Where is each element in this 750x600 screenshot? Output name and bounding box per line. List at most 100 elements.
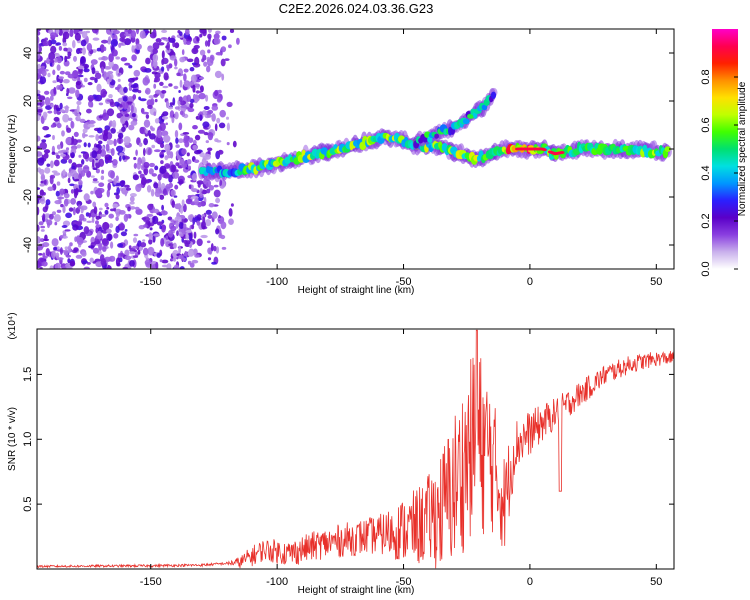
noise-blob [156, 252, 161, 258]
noise-blob [210, 243, 214, 252]
noise-blob [53, 116, 60, 122]
noise-blob [132, 88, 140, 93]
noise-blob [207, 29, 212, 33]
noise-blob [102, 221, 110, 231]
noise-blob [213, 245, 217, 252]
noise-blob [58, 29, 63, 36]
noise-blob [110, 39, 118, 47]
noise-blob [56, 154, 61, 159]
noise-blob [129, 247, 136, 253]
signal-peak [560, 151, 565, 154]
noise-blob [213, 184, 219, 188]
noise-blob [124, 29, 128, 33]
noise-blob [67, 245, 72, 254]
noise-blob [80, 39, 87, 47]
noise-blob [192, 217, 196, 226]
noise-blob [153, 149, 161, 153]
noise-blob [178, 122, 183, 131]
noise-blob [106, 108, 115, 117]
noise-blob [75, 89, 80, 98]
noise-blob [139, 30, 146, 39]
noise-blob [61, 225, 68, 228]
noise-blob [56, 74, 60, 83]
noise-blob [214, 89, 219, 97]
noise-blob [56, 196, 65, 200]
noise-blob [55, 190, 60, 197]
noise-blob [196, 37, 200, 42]
noise-blob [145, 114, 150, 119]
noise-blob [131, 113, 136, 118]
noise-blob [37, 206, 40, 216]
noise-blob [192, 84, 196, 93]
noise-blob [115, 257, 121, 267]
noise-blob [55, 252, 60, 259]
noise-blob [80, 205, 88, 211]
noise-blob [48, 213, 54, 220]
noise-blob [129, 251, 136, 255]
noise-blob [70, 189, 75, 194]
noise-blob [92, 180, 100, 184]
signal-core [462, 118, 470, 125]
noise-blob [65, 137, 72, 145]
snr-frame [36, 328, 675, 570]
noise-blob [201, 190, 208, 195]
noise-blob [153, 233, 161, 237]
noise-blob [67, 73, 75, 79]
noise-blob [152, 53, 159, 63]
noise-blob [180, 104, 188, 109]
noise-blob [202, 121, 210, 128]
noise-blob [226, 142, 230, 146]
noise-blob [96, 47, 102, 52]
noise-blob [165, 48, 171, 54]
noise-blob [97, 140, 103, 145]
noise-blob [38, 95, 46, 101]
noise-blob [215, 30, 221, 35]
noise-blob [78, 154, 82, 158]
noise-blob [163, 134, 171, 143]
noise-blob [224, 58, 230, 61]
noise-blob [161, 50, 165, 59]
noise-blob [207, 39, 211, 47]
noise-blob [50, 160, 54, 169]
noise-blob [91, 29, 99, 34]
noise-blob [191, 188, 198, 193]
noise-blob [120, 231, 127, 237]
noise-blob [193, 44, 200, 49]
y-tick-label: 0 [22, 146, 34, 152]
noise-blob [106, 139, 114, 145]
noise-blob [64, 229, 71, 232]
noise-blob [206, 58, 214, 66]
noise-blob [79, 118, 86, 123]
noise-blob [83, 193, 90, 202]
noise-blob [53, 159, 60, 167]
noise-blob [191, 224, 195, 230]
noise-blob [92, 37, 100, 41]
noise-blob [68, 159, 73, 164]
noise-blob [183, 73, 187, 82]
noise-blob [179, 110, 184, 115]
noise-blob [106, 189, 111, 198]
noise-blob [117, 132, 124, 139]
noise-blob [81, 251, 87, 257]
noise-blob [228, 44, 232, 49]
spectrogram-y-label: Frequency (Hz) [7, 115, 18, 184]
noise-blob [40, 229, 45, 232]
noise-blob [181, 163, 188, 169]
noise-blob [183, 134, 189, 142]
noise-blob [208, 203, 215, 208]
noise-blob [211, 261, 217, 265]
noise-blob [78, 179, 83, 186]
noise-blob [211, 105, 219, 111]
noise-blob [47, 72, 51, 78]
noise-blob [103, 128, 109, 137]
noise-blob [61, 130, 65, 137]
spectrogram-panel: -150 -100 -50 0 50 -40 -20 0 20 40 Height of str… [7, 28, 675, 296]
noise-blob [56, 64, 61, 71]
noise-blob [52, 211, 56, 216]
spectrogram-x-ticks: -150 -100 -50 0 50 [140, 29, 662, 288]
noise-blob [122, 101, 129, 110]
noise-blob [148, 168, 154, 175]
noise-blob [83, 122, 91, 130]
noise-blob [62, 31, 70, 40]
noise-blob [106, 233, 113, 241]
